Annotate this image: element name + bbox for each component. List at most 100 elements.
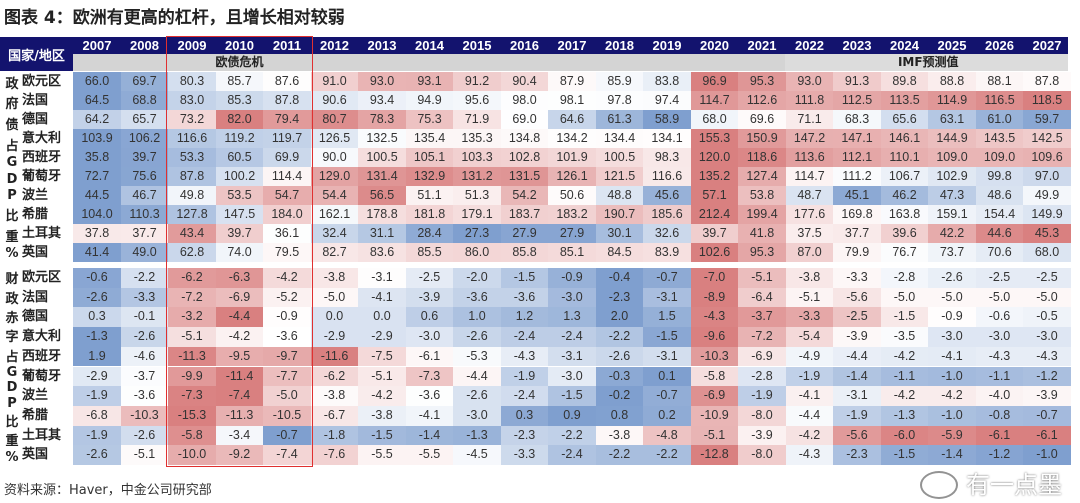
country-label: 希腊	[22, 207, 49, 222]
data-cell: 0.3	[500, 405, 549, 426]
data-cell: -4.9	[785, 346, 834, 367]
data-cell: -2.4	[548, 445, 596, 465]
data-cell: -11.3	[168, 346, 216, 367]
data-cell: -5.0	[880, 287, 929, 308]
country-label: 英国	[22, 447, 49, 463]
data-cell: -2.4	[500, 386, 549, 406]
data-cell: -10.3	[690, 346, 739, 367]
data-cell: -3.9	[738, 425, 786, 446]
data-cell: 64.5	[73, 91, 121, 110]
data-cell: -7.2	[738, 327, 786, 347]
data-cell: -2.6	[73, 287, 121, 308]
data-cell: 178.8	[358, 205, 406, 224]
data-cell: 39.7	[690, 224, 739, 243]
data-cell: 54.2	[500, 186, 549, 205]
data-cell: 126.1	[548, 167, 596, 186]
data-cell: -1.4	[928, 445, 976, 465]
data-cell: -4.0	[975, 386, 1024, 406]
data-cell: -3.0	[548, 366, 596, 387]
data-cell: -4.1	[405, 405, 454, 426]
data-cell: 73.2	[168, 110, 216, 129]
data-cell: 100.2	[215, 167, 264, 186]
data-cell: 109.0	[928, 148, 976, 167]
data-cell: 111.8	[785, 91, 834, 110]
data-cell: 142.5	[1023, 129, 1071, 148]
data-cell: -1.2	[1023, 366, 1071, 387]
data-cell: 95.3	[738, 72, 786, 91]
data-cell: -5.1	[168, 327, 216, 347]
data-cell: 95.3	[738, 243, 786, 262]
country-label: 波兰	[22, 388, 49, 404]
data-cell: 110.1	[880, 148, 929, 167]
section-label-char: G	[6, 155, 18, 171]
data-cell: 87.9	[548, 72, 596, 91]
data-cell: -3.8	[785, 268, 834, 288]
data-cell: 116.6	[643, 167, 691, 186]
country-label: 葡萄牙	[22, 169, 62, 184]
data-cell: 127.4	[738, 167, 786, 186]
data-cell: -10.9	[690, 405, 739, 426]
data-cell: 143.5	[975, 129, 1024, 148]
data-cell: 155.3	[690, 129, 739, 148]
data-cell: 68.0	[1023, 243, 1071, 262]
data-cell: -4.2	[785, 425, 834, 446]
data-cell: 0.2	[643, 405, 691, 426]
data-cell: -1.5	[643, 327, 691, 347]
data-cell: 85.8	[500, 243, 549, 262]
watermark-text: 有一点墨	[966, 471, 1062, 499]
country-label: 葡萄牙	[22, 368, 62, 384]
data-cell: 48.8	[595, 186, 644, 205]
data-cell: 45.3	[1023, 224, 1071, 243]
data-cell: -3.7	[738, 307, 786, 328]
data-cell: 112.6	[738, 91, 786, 110]
data-cell: -10.3	[120, 405, 169, 426]
data-cell: -3.4	[215, 425, 264, 446]
data-cell: 109.0	[975, 148, 1024, 167]
data-cell: -3.0	[453, 405, 501, 426]
data-cell: 98.0	[500, 91, 549, 110]
data-cell: 0.8	[595, 405, 644, 426]
data-cell: -2.3	[833, 445, 881, 465]
data-cell: 41.8	[738, 224, 786, 243]
data-cell: -7.0	[690, 268, 739, 288]
data-cell: 46.7	[120, 186, 169, 205]
data-cell: -3.1	[358, 268, 406, 288]
data-cell: -3.8	[310, 386, 359, 406]
data-cell: -0.9	[548, 268, 596, 288]
data-cell: 91.3	[833, 72, 881, 91]
data-cell: -3.9	[833, 327, 881, 347]
data-cell: -3.3	[500, 445, 549, 465]
data-cell: -2.4	[500, 327, 549, 347]
data-cell: -5.8	[168, 425, 216, 446]
data-cell: 37.7	[120, 224, 169, 243]
data-cell: -1.8	[310, 425, 359, 446]
data-cell: 83.9	[643, 243, 691, 262]
data-cell: -4.3	[690, 307, 739, 328]
data-cell: 76.7	[880, 243, 929, 262]
data-cell: -11.3	[215, 405, 264, 426]
data-cell: -2.6	[453, 327, 501, 347]
data-cell: 45.1	[833, 186, 881, 205]
year-header: 2024	[890, 38, 919, 53]
data-cell: -2.2	[120, 268, 169, 288]
data-cell: 32.6	[643, 224, 691, 243]
data-cell: 35.8	[73, 148, 121, 167]
data-cell: 179.1	[453, 205, 501, 224]
data-cell: -3.1	[643, 346, 691, 367]
section-label-char: 财	[5, 272, 19, 288]
data-cell: 0.0	[358, 307, 406, 328]
data-cell: 169.8	[833, 205, 881, 224]
data-cell: 118.5	[1023, 91, 1071, 110]
data-cell: -1.0	[1023, 445, 1071, 465]
data-cell: -7.4	[263, 445, 311, 465]
year-header: 2013	[367, 38, 397, 53]
data-cell: -6.1	[405, 346, 454, 367]
data-cell: -2.6	[120, 425, 169, 446]
section-label-char: 政	[5, 291, 19, 307]
data-cell: 131.4	[358, 167, 406, 186]
data-cell: -6.1	[975, 425, 1024, 446]
data-cell: -1.9	[738, 386, 786, 406]
data-cell: -4.4	[453, 366, 501, 387]
data-cell: 37.5	[785, 224, 834, 243]
data-cell: 97.0	[1023, 167, 1071, 186]
